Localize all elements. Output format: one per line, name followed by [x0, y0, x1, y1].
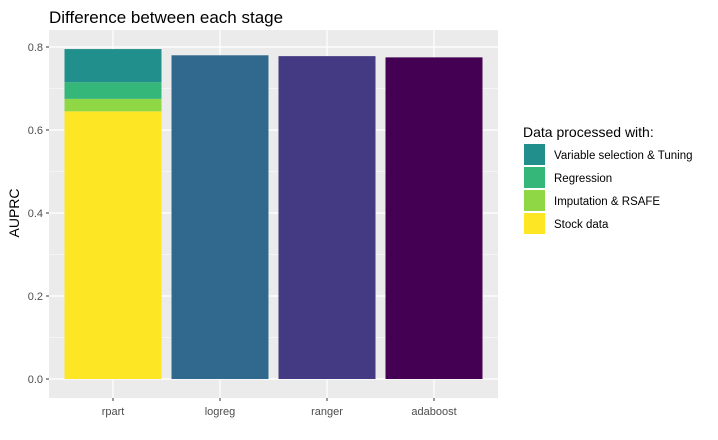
x-axis: rpart logreg ranger adaboost — [102, 398, 457, 418]
y-axis: 0.0 0.2 0.4 0.6 0.8 — [28, 42, 49, 386]
legend-label: Imputation & RSAFE — [554, 196, 660, 208]
legend-key — [524, 144, 545, 165]
y-tick-label: 0.4 — [28, 208, 43, 220]
bar-segment-stock-data — [64, 111, 162, 379]
bar-logreg — [171, 55, 269, 380]
legend-key — [524, 190, 545, 211]
y-tick-label: 0.8 — [28, 42, 43, 54]
legend-title: Data processed with: — [523, 124, 654, 140]
chart-title: Difference between each stage — [49, 8, 283, 27]
bar-adaboost — [385, 57, 483, 379]
y-tick-label: 0.6 — [28, 125, 43, 137]
bar-segment-regression — [64, 82, 162, 99]
legend-label: Variable selection & Tuning — [554, 150, 693, 162]
bars — [64, 49, 483, 380]
bar-ranger — [278, 56, 376, 379]
bar-segment-variable-selection-tuning — [64, 49, 162, 83]
y-tick-label: 0.2 — [28, 291, 43, 303]
legend: Data processed with: Variable selection … — [523, 124, 693, 234]
x-tick-label: logreg — [205, 406, 236, 418]
bar-segment-imputation-rsafe — [64, 98, 162, 112]
y-tick-label: 0.0 — [28, 374, 43, 386]
x-tick-label: adaboost — [411, 406, 456, 418]
y-axis-title: AUPRC — [6, 188, 22, 237]
legend-label: Stock data — [554, 219, 609, 231]
legend-label: Regression — [554, 173, 612, 185]
x-tick-label: rpart — [102, 406, 125, 418]
legend-key — [524, 167, 545, 188]
legend-key — [524, 213, 545, 234]
x-tick-label: ranger — [311, 406, 343, 418]
